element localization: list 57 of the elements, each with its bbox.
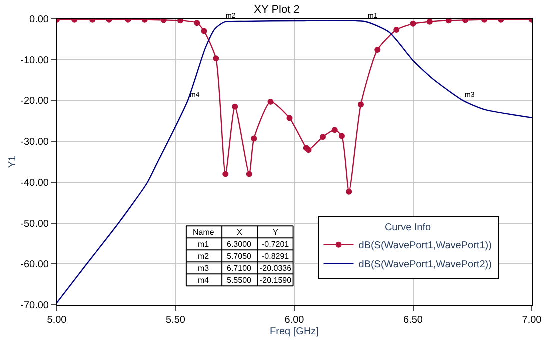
point: [232, 104, 238, 110]
y-tick-label: 0.00: [30, 14, 50, 26]
annotation: -20.0336: [260, 264, 292, 273]
point: [339, 133, 345, 140]
annotation: m3: [198, 264, 210, 273]
x-tick-label: 7.00: [522, 315, 542, 326]
point: [320, 134, 326, 140]
annotation: m1: [198, 240, 210, 249]
annotation: -0.7201: [262, 240, 290, 249]
point: [251, 136, 258, 142]
legend-label: dB(S(WavePort1,WavePort1)): [358, 240, 492, 252]
annotation: Name: [193, 228, 215, 237]
y-tick-label: -60.00: [20, 260, 50, 271]
x-tick-label: 5.00: [47, 315, 68, 326]
x-tick-label: 5.50: [166, 315, 186, 326]
point: [358, 102, 364, 108]
annotation: X: [237, 228, 243, 237]
annotation: Y: [273, 228, 279, 237]
annotation: 6.7100: [227, 264, 252, 273]
legend-label: dB(S(WavePort1,WavePort2)): [358, 260, 492, 271]
point: [374, 47, 381, 54]
annotation: 5.7050: [227, 252, 252, 261]
y-tick-label: -20.00: [20, 96, 50, 108]
point: [178, 19, 184, 24]
point: [246, 171, 252, 178]
line-series: [57, 20, 532, 304]
annotation: -20.1590: [260, 276, 292, 285]
point: [194, 20, 200, 26]
point: [286, 115, 293, 122]
point: [446, 19, 452, 24]
legend-title: Curve Info: [384, 222, 432, 234]
y-tick-label: -30.00: [20, 137, 50, 148]
y-tick-label: -40.00: [20, 178, 50, 189]
point: [410, 20, 416, 27]
annotation: m4: [198, 276, 210, 285]
y-axis-title: Y1: [8, 155, 19, 168]
point: [394, 27, 400, 34]
point: [462, 19, 468, 24]
y-tick-label: -10.00: [20, 55, 50, 66]
point: [213, 56, 220, 62]
point: [332, 127, 338, 134]
y-tick-label: -50.00: [20, 218, 50, 230]
point: [201, 28, 208, 34]
point: [306, 147, 312, 154]
annotation: 6.3000: [227, 240, 252, 249]
point: [346, 188, 352, 195]
annotation: 5.5500: [227, 276, 252, 285]
chart-title: XY Plot 2: [254, 4, 300, 16]
x-tick-label: 6.50: [404, 315, 424, 326]
x-axis-title: Freq [GHz]: [270, 326, 320, 338]
annotation: -0.8291: [262, 252, 290, 261]
x-tick-label: 6.00: [284, 315, 305, 326]
annotation: m2: [198, 252, 210, 261]
point: [222, 171, 229, 178]
y-tick-label: -70.00: [20, 300, 50, 312]
point: [268, 98, 274, 105]
point: [426, 19, 433, 25]
